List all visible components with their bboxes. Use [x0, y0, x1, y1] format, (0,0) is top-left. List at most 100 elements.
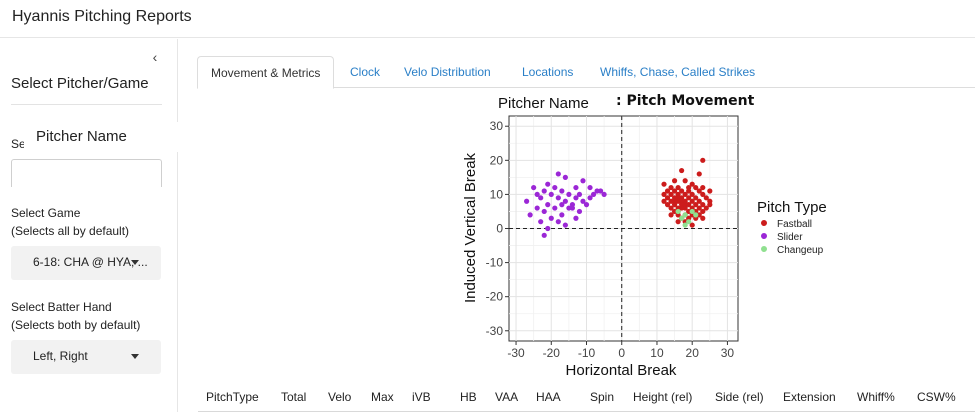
caret-down-icon [131, 354, 139, 359]
y-tick-label: -20 [486, 290, 504, 304]
data-point-slider [541, 208, 547, 215]
table-header-side-rel[interactable]: Side (rel) [715, 390, 764, 404]
data-point-fastball [664, 188, 671, 194]
data-point-fastball [703, 205, 709, 211]
table-header-hb[interactable]: HB [460, 390, 477, 404]
legend-key-slider [761, 233, 767, 239]
table-header-max[interactable]: Max [371, 390, 394, 404]
sidebar-title: Select Pitcher/Game [11, 75, 149, 92]
data-point-slider [598, 188, 604, 194]
table-header-haa[interactable]: HAA [536, 390, 561, 404]
chart-title: : Pitch Movement [616, 93, 755, 109]
y-tick-label: 30 [490, 119, 504, 133]
x-tick-label: 0 [618, 346, 625, 360]
data-point-slider [534, 205, 540, 211]
data-point-fastball [664, 195, 671, 201]
data-point-fastball [682, 205, 688, 211]
data-point-slider [590, 191, 597, 198]
data-point-fastball [689, 191, 695, 198]
data-point-fastball [661, 198, 667, 204]
data-point-slider [524, 198, 530, 204]
data-point-slider [573, 195, 579, 201]
tab-whiffs-chase-called-strikes[interactable]: Whiffs, Chase, Called Strikes [600, 65, 756, 79]
app-title: Hyannis Pitching Reports [12, 8, 192, 25]
data-point-fastball [689, 198, 695, 204]
data-point-slider [552, 184, 558, 191]
legend-label-slider: Slider [777, 232, 803, 243]
data-point-fastball [679, 167, 685, 174]
table-header-vaa[interactable]: VAA [495, 390, 519, 404]
table-header-extension[interactable]: Extension [783, 390, 836, 404]
chevron-left-icon[interactable]: ‹ [152, 49, 158, 65]
pitcher-select-input[interactable] [11, 159, 162, 187]
data-point-slider [545, 225, 551, 232]
game-select-hint: (Selects all by default) [11, 224, 130, 238]
tab-clock[interactable]: Clock [350, 65, 381, 79]
data-point-changeup [682, 222, 688, 228]
main-panel: Movement & Metrics Clock Velo Distributi… [179, 39, 975, 412]
hand-select-value: Left, Right [33, 349, 88, 363]
hand-select-dropdown[interactable]: Left, Right [11, 340, 161, 374]
legend-title: Pitch Type [757, 199, 827, 216]
data-point-fastball [700, 184, 706, 191]
data-point-fastball [693, 202, 699, 208]
table-header-velo[interactable]: Velo [328, 390, 352, 404]
data-point-slider [559, 202, 565, 208]
y-tick-label: -10 [486, 256, 504, 270]
y-tick-label: 20 [490, 153, 504, 167]
table-header-ivb[interactable]: iVB [412, 390, 431, 404]
table-header-spin[interactable]: Spin [590, 390, 615, 404]
data-point-fastball [703, 195, 709, 201]
table-header-height-rel[interactable]: Height (rel) [633, 390, 693, 404]
data-point-fastball [668, 212, 674, 218]
table-header-total[interactable]: Total [281, 390, 307, 404]
data-point-fastball [707, 202, 713, 208]
data-point-slider [576, 191, 583, 198]
x-tick-label: -30 [507, 346, 525, 360]
data-point-slider [580, 178, 586, 184]
sidebar: ‹ Select Pitcher/Game Select Pitcher Sel… [0, 39, 178, 412]
legend-label-changeup: Changeup [777, 245, 824, 256]
legend-key-changeup [761, 246, 767, 252]
data-point-fastball [700, 202, 706, 208]
pitch-movement-chart: Pitcher Name : Pitch Movement -30 -20 -10 0… [462, 93, 827, 379]
data-point-slider [573, 184, 579, 191]
data-point-slider [548, 191, 554, 198]
table-header-pitchtype[interactable]: PitchType [206, 390, 259, 404]
data-point-slider [555, 219, 561, 225]
data-point-slider [555, 171, 561, 177]
data-point-changeup [693, 212, 699, 218]
legend-label-fastball: Fastball [777, 219, 812, 230]
data-point-slider [576, 208, 583, 215]
y-tick-label: 10 [490, 187, 504, 201]
data-point-fastball [693, 195, 699, 201]
caret-down-icon [131, 260, 139, 265]
tab-movement-metrics[interactable]: Movement & Metrics [197, 56, 335, 89]
data-point-slider [587, 184, 593, 191]
data-point-changeup [689, 208, 695, 215]
x-tick-label: 30 [721, 346, 735, 360]
data-point-slider [566, 191, 572, 198]
data-point-slider [569, 205, 576, 211]
data-point-slider [562, 198, 568, 204]
data-point-fastball [696, 205, 702, 211]
table-header-csw[interactable]: CSW% [917, 390, 956, 404]
data-point-fastball [689, 181, 695, 187]
legend-key-fastball [761, 220, 767, 226]
data-point-fastball [707, 188, 713, 194]
hand-select-hint: (Selects both by default) [11, 318, 141, 332]
data-point-fastball [671, 178, 678, 184]
tab-velo-distribution[interactable]: Velo Distribution [404, 65, 491, 79]
divider [11, 104, 162, 105]
tab-bar: Movement & Metrics Clock Velo Distributi… [197, 56, 975, 89]
data-point-fastball [700, 208, 706, 215]
x-tick-label: 10 [650, 346, 664, 360]
data-point-slider [587, 195, 593, 201]
game-select-dropdown[interactable]: 6-18: CHA @ HYA, ... [11, 246, 161, 280]
table-header-whiff[interactable]: Whiff% [857, 390, 895, 404]
data-point-fastball [671, 188, 678, 194]
data-point-fastball [696, 188, 702, 194]
data-point-fastball [661, 181, 667, 187]
game-select-value: 6-18: CHA @ HYA, ... [33, 255, 148, 269]
tab-locations[interactable]: Locations [522, 65, 574, 79]
